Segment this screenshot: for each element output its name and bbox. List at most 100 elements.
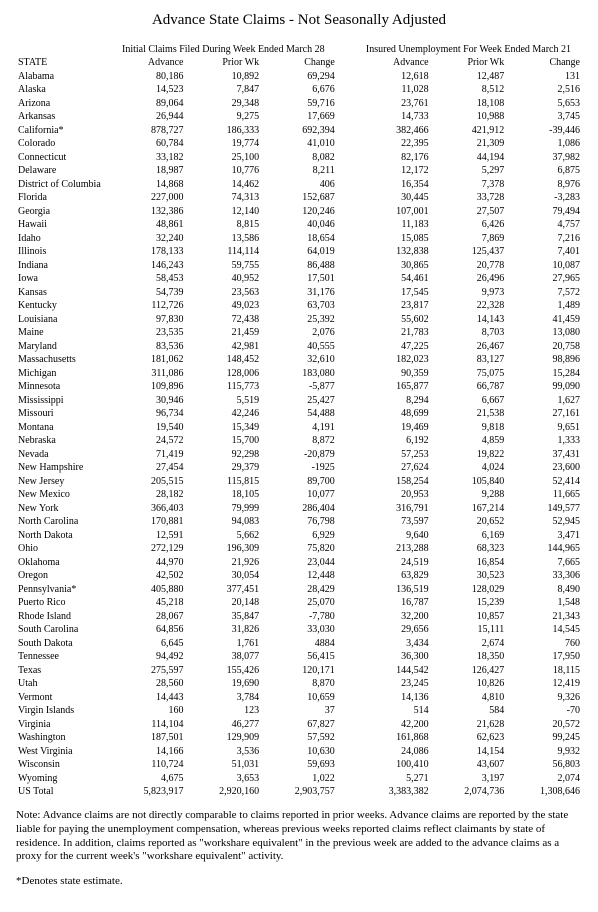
cell-c2: 33,306 <box>506 570 582 584</box>
cell-c2: 41,459 <box>506 313 582 327</box>
cell-state: North Dakota <box>16 529 110 543</box>
cell-c2: 98,896 <box>506 354 582 368</box>
cell-a2: 20,953 <box>355 489 431 503</box>
cell-a2: 382,466 <box>355 124 431 138</box>
cell-c1: 86,488 <box>261 259 337 273</box>
cell-p2: 9,288 <box>431 489 507 503</box>
cell-a2: 73,597 <box>355 516 431 530</box>
cell-state: Massachusetts <box>16 354 110 368</box>
cell-c2: 9,326 <box>506 691 582 705</box>
table-row: Alaska14,5237,8476,67611,0288,5122,516 <box>16 84 582 98</box>
cell-c2: -39,446 <box>506 124 582 138</box>
table-row: Massachusetts181,062148,45232,610182,023… <box>16 354 582 368</box>
cell-c2: 1,333 <box>506 435 582 449</box>
cell-p2: 3,197 <box>431 772 507 786</box>
cell-state: Mississippi <box>16 394 110 408</box>
cell-p2: 43,607 <box>431 759 507 773</box>
cell-c2: 149,577 <box>506 502 582 516</box>
cell-p1: 5,519 <box>185 394 261 408</box>
cell-a1: 272,129 <box>110 543 186 557</box>
table-row: Louisiana97,83072,43825,39255,60214,1434… <box>16 313 582 327</box>
cell-state: Kansas <box>16 286 110 300</box>
cell-c1: 54,488 <box>261 408 337 422</box>
cell-c2: 12,419 <box>506 678 582 692</box>
table-row: Texas275,597155,426120,171144,542126,427… <box>16 664 582 678</box>
cell-c2: 23,600 <box>506 462 582 476</box>
cell-p2: 66,787 <box>431 381 507 395</box>
table-row: Pennsylvania*405,880377,45128,429136,519… <box>16 583 582 597</box>
cell-c2: 1,548 <box>506 597 582 611</box>
col-state: STATE <box>16 57 110 71</box>
cell-a2: 54,461 <box>355 273 431 287</box>
cell-c1: 18,654 <box>261 232 337 246</box>
cell-p2: 68,323 <box>431 543 507 557</box>
cell-p2: 4,024 <box>431 462 507 476</box>
cell-state: Washington <box>16 732 110 746</box>
cell-state: Ohio <box>16 543 110 557</box>
cell-c2: 52,414 <box>506 475 582 489</box>
table-row: Vermont14,4433,78410,65914,1364,8109,326 <box>16 691 582 705</box>
cell-p1: 79,999 <box>185 502 261 516</box>
cell-p1: 3,653 <box>185 772 261 786</box>
cell-a1: 12,591 <box>110 529 186 543</box>
cell-a1: 366,403 <box>110 502 186 516</box>
cell-a2: 165,877 <box>355 381 431 395</box>
cell-p2: 12,487 <box>431 70 507 84</box>
cell-c1: 8,211 <box>261 165 337 179</box>
cell-c2: 99,090 <box>506 381 582 395</box>
cell-a2: 48,699 <box>355 408 431 422</box>
cell-c1: 32,610 <box>261 354 337 368</box>
cell-c1: -1925 <box>261 462 337 476</box>
table-row: Maine23,53521,4592,07621,7838,70313,080 <box>16 327 582 341</box>
col-prior2: Prior Wk <box>431 57 507 71</box>
cell-a2: 15,085 <box>355 232 431 246</box>
group-header-insured: Insured Unemployment For Week Ended Marc… <box>355 43 582 57</box>
cell-p2: 9,818 <box>431 421 507 435</box>
col-prior1: Prior Wk <box>185 57 261 71</box>
cell-c1: 40,046 <box>261 219 337 233</box>
cell-a1: 45,218 <box>110 597 186 611</box>
table-row: Wisconsin110,72451,03159,693100,41043,60… <box>16 759 582 773</box>
cell-a1: 80,186 <box>110 70 186 84</box>
table-row: Rhode Island28,06735,847-7,78032,20010,8… <box>16 610 582 624</box>
cell-c1: 57,592 <box>261 732 337 746</box>
cell-p1: 94,083 <box>185 516 261 530</box>
cell-c2: 79,494 <box>506 205 582 219</box>
cell-p2: 20,778 <box>431 259 507 273</box>
cell-c1: 12,448 <box>261 570 337 584</box>
cell-c2: 99,245 <box>506 732 582 746</box>
cell-a2: 24,086 <box>355 745 431 759</box>
cell-a2: 36,300 <box>355 651 431 665</box>
cell-p2: 6,169 <box>431 529 507 543</box>
cell-a1: 64,856 <box>110 624 186 638</box>
cell-a2: 132,838 <box>355 246 431 260</box>
cell-a1: 28,067 <box>110 610 186 624</box>
cell-c1: 8,870 <box>261 678 337 692</box>
cell-p2: 584 <box>431 705 507 719</box>
table-row: Missouri96,73442,24654,48848,69921,53827… <box>16 408 582 422</box>
cell-a2: 63,829 <box>355 570 431 584</box>
cell-p2: 125,437 <box>431 246 507 260</box>
cell-a1: 178,133 <box>110 246 186 260</box>
cell-state: Connecticut <box>16 151 110 165</box>
cell-c2: 18,115 <box>506 664 582 678</box>
cell-p2: 167,214 <box>431 502 507 516</box>
cell-c1: 152,687 <box>261 192 337 206</box>
cell-a1: 5,823,917 <box>110 786 186 800</box>
cell-c1: 37 <box>261 705 337 719</box>
cell-p2: 2,074,736 <box>431 786 507 800</box>
group-header-initial: Initial Claims Filed During Week Ended M… <box>110 43 337 57</box>
cell-a2: 158,254 <box>355 475 431 489</box>
cell-p2: 16,854 <box>431 556 507 570</box>
cell-p1: 21,459 <box>185 327 261 341</box>
cell-p1: 9,275 <box>185 111 261 125</box>
cell-p1: 35,847 <box>185 610 261 624</box>
table-row: Nevada71,41992,298-20,87957,25319,82237,… <box>16 448 582 462</box>
table-row: Michigan311,086128,006183,08090,35975,07… <box>16 367 582 381</box>
footnote-text: *Denotes state estimate. <box>16 875 582 889</box>
cell-state: Louisiana <box>16 313 110 327</box>
cell-p1: 19,690 <box>185 678 261 692</box>
cell-c2: 56,803 <box>506 759 582 773</box>
cell-p2: 6,426 <box>431 219 507 233</box>
cell-state: Wisconsin <box>16 759 110 773</box>
